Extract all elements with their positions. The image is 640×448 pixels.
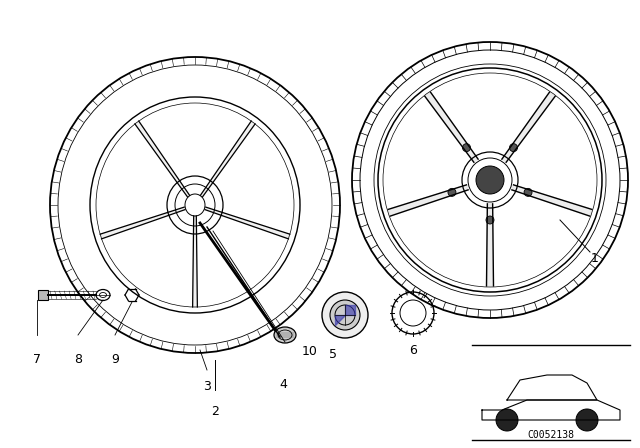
Ellipse shape (274, 327, 296, 343)
Polygon shape (205, 207, 290, 239)
Text: 5: 5 (329, 348, 337, 361)
Text: 1: 1 (591, 252, 599, 265)
Circle shape (496, 409, 518, 431)
Polygon shape (100, 207, 185, 239)
Circle shape (330, 300, 360, 330)
Text: 3: 3 (203, 380, 211, 393)
Circle shape (322, 292, 368, 338)
Polygon shape (193, 216, 197, 307)
Circle shape (448, 188, 456, 196)
Circle shape (476, 166, 504, 194)
Text: 2: 2 (211, 405, 219, 418)
Polygon shape (425, 92, 478, 162)
Text: C0052138: C0052138 (527, 430, 575, 440)
Text: 9: 9 (111, 353, 119, 366)
Text: 4: 4 (279, 378, 287, 391)
Text: 8: 8 (74, 353, 82, 366)
Text: 7: 7 (33, 353, 41, 366)
Polygon shape (388, 185, 468, 216)
Circle shape (486, 216, 494, 224)
Circle shape (576, 409, 598, 431)
Circle shape (524, 188, 532, 196)
Text: 6: 6 (409, 344, 417, 357)
Circle shape (463, 144, 470, 151)
Polygon shape (200, 121, 255, 197)
Polygon shape (135, 121, 189, 197)
Polygon shape (502, 92, 555, 162)
Circle shape (509, 144, 518, 151)
Polygon shape (512, 185, 592, 216)
FancyBboxPatch shape (38, 290, 48, 300)
Polygon shape (486, 204, 493, 286)
Text: 10: 10 (302, 345, 318, 358)
